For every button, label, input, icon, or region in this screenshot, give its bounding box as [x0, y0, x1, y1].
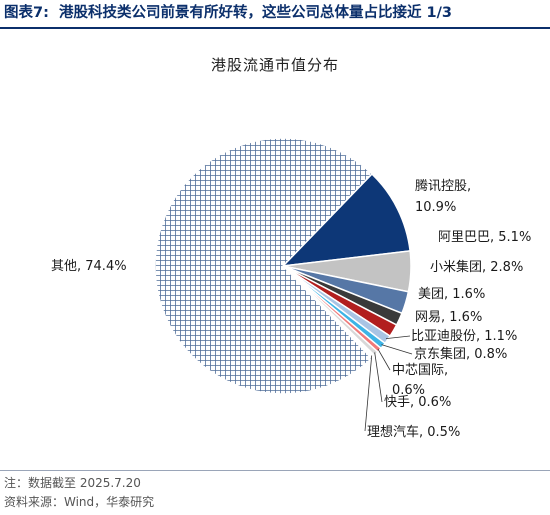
title-rule: [0, 27, 550, 29]
slice-label-value-0: 10.9%: [415, 200, 456, 215]
leader-line-8: [374, 352, 383, 403]
slice-label-1: 阿里巴巴, 5.1%: [438, 230, 531, 245]
slice-labels: 腾讯控股, 10.9% 阿里巴巴, 5.1% 小米集团, 2.8% 美团, 1.6% 网易…: [51, 178, 531, 440]
slice-label-8: 快手, 0.6%: [384, 395, 451, 410]
figure-title: 图表7: 港股科技类公司前景有所好转，这些公司总体量占比接近 1/3: [0, 0, 550, 26]
slice-label-7: 中芯国际,: [392, 363, 448, 378]
slice-label-5: 比亚迪股份, 1.1%: [411, 329, 517, 344]
slice-label-value-7: 0.6%: [392, 383, 425, 398]
figure-title-text: 港股科技类公司前景有所好转，这些公司总体量占比接近 1/3: [59, 5, 453, 21]
leader-line-6: [381, 344, 413, 355]
pie-slice-0: [280, 172, 411, 267]
slice-label-9: 理想汽车, 0.5%: [367, 424, 460, 440]
slice-label-0: 腾讯控股,: [415, 178, 471, 194]
source-note: 资料来源：Wind，华泰研究: [4, 495, 155, 509]
slice-label-10: 其他, 74.4%: [51, 259, 127, 274]
slice-label-6: 京东集团, 0.8%: [414, 346, 507, 362]
pie-slice-10: [154, 137, 373, 395]
leader-line-7: [377, 348, 391, 371]
leader-line-5: [385, 335, 411, 339]
leader-lines: [364, 335, 413, 432]
leader-line-9: [364, 355, 373, 432]
chart-title: 港股流通市值分布: [210, 56, 339, 74]
figure-label: 图表7:: [4, 5, 49, 21]
pie-chart: 腾讯控股, 10.9% 阿里巴巴, 5.1% 小米集团, 2.8% 美团, 1.6% 网易…: [51, 137, 531, 440]
footnote: 注：数据截至 2025.7.20: [4, 476, 141, 490]
slice-label-2: 小米集团, 2.8%: [430, 259, 523, 275]
pie-slices: [154, 137, 412, 395]
slice-label-4: 网易, 1.6%: [415, 310, 482, 325]
slice-label-3: 美团, 1.6%: [418, 287, 485, 302]
footer-rule: [0, 470, 550, 471]
